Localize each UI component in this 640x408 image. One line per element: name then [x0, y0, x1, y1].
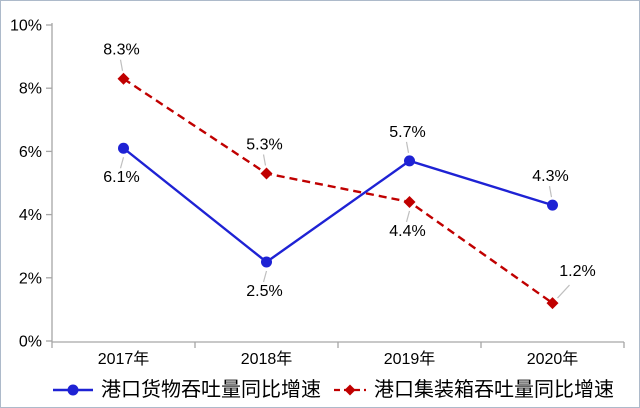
- data-point-label: 6.1%: [103, 169, 139, 186]
- data-label-leader-line: [405, 141, 410, 153]
- container-series-line: [122, 77, 554, 305]
- cargo-point-marker: [118, 142, 129, 154]
- x-axis-label: 2019年: [384, 350, 436, 368]
- series-lines: [117, 72, 559, 310]
- x-axis-label: 2017年: [98, 350, 150, 368]
- y-tick-label: 0%: [19, 334, 42, 351]
- cargo-point-marker: [547, 199, 558, 211]
- cargo-point-marker: [404, 155, 415, 167]
- legend: 港口货物吞吐量同比增速 港口集装箱吞吐量同比增速: [52, 378, 614, 402]
- y-tick-label: 4%: [19, 207, 42, 224]
- x-axis-label: 2020年: [527, 350, 579, 368]
- legend-label-cargo: 港口货物吞吐量同比增速: [101, 379, 321, 401]
- cargo-series-line: [122, 147, 553, 264]
- container-point-marker: [546, 297, 559, 310]
- data-label-leader-line: [262, 154, 267, 166]
- data-label-leader-line: [119, 59, 124, 71]
- legend-label-container: 港口集装箱吞吐量同比增速: [374, 379, 614, 401]
- data-point-label: 4.4%: [389, 223, 425, 240]
- axes: 0% 2% 4% 6% 8% 10% 2017年 2018年 2019年 2020年: [10, 18, 625, 368]
- cargo-series-swatch-icon: [53, 384, 93, 396]
- legend-item-cargo-throughput: 港口货物吞吐量同比增速: [52, 378, 321, 402]
- container-point-marker: [260, 167, 273, 180]
- y-tick-label: 8%: [19, 81, 42, 98]
- data-point-label: 1.2%: [559, 263, 595, 280]
- container-series-swatch-icon: [334, 384, 366, 396]
- legend-item-container-throughput: 港口集装箱吞吐量同比增速: [333, 378, 614, 402]
- data-labels: 8.3% 5.3% 4.4% 1.2% 6.1% 2.5% 5.7% 4.3%: [103, 42, 595, 300]
- data-point-label: 2.5%: [246, 283, 282, 300]
- x-axis-label: 2018年: [241, 350, 293, 368]
- data-point-label: 5.3%: [246, 137, 282, 154]
- container-point-marker: [117, 72, 130, 85]
- y-tick-label: 6%: [19, 144, 42, 161]
- cargo-point-marker: [261, 256, 272, 268]
- data-point-label: 4.3%: [532, 168, 568, 185]
- y-tick-label: 10%: [10, 18, 42, 35]
- y-tick-label: 2%: [19, 270, 42, 287]
- data-label-leader-line: [119, 157, 125, 169]
- cargo-swatch-circle-marker: [67, 384, 79, 396]
- data-point-label: 8.3%: [103, 42, 139, 59]
- container-swatch-diamond-marker: [344, 384, 356, 396]
- data-label-leader-line: [557, 284, 570, 299]
- data-label-leader-line: [262, 270, 268, 283]
- container-point-marker: [403, 195, 416, 208]
- data-label-leader-line: [548, 186, 553, 198]
- data-label-leader-line: [405, 210, 411, 223]
- data-point-label: 5.7%: [389, 124, 425, 141]
